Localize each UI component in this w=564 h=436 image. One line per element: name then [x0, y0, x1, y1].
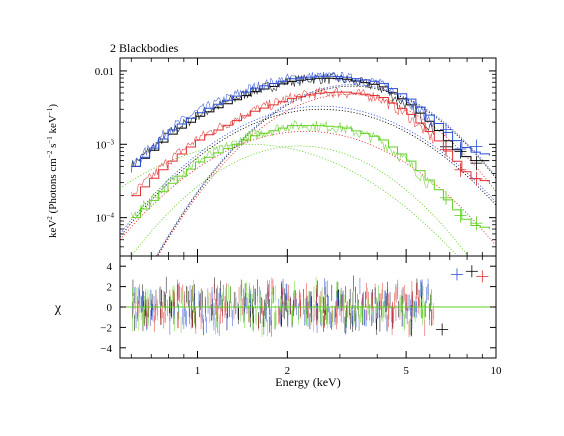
y-tick-mantissa: 10 [96, 213, 108, 225]
ylabel-part: (Photons cm [47, 158, 59, 217]
x-tick-label: 1 [195, 365, 201, 377]
spectrum-panel-frame [119, 57, 497, 257]
spectrum-plot-area [120, 71, 496, 256]
model-component-3 [157, 93, 496, 256]
spectrum-model-2 [131, 91, 490, 197]
y-tick-exponent: −4 [107, 212, 115, 220]
residual-plot-area [120, 265, 496, 338]
residual-series-group [120, 265, 496, 338]
y-tick-label: 10−3 [96, 138, 115, 151]
ylabel-part: 2 [46, 216, 54, 220]
spectrum-model-1 [131, 75, 490, 167]
x-axis-label: Energy (keV) [275, 375, 340, 389]
residual-y-tick-label: 0 [107, 302, 113, 314]
residual-y-tick-label: 2 [107, 282, 113, 294]
spectrum-data-2 [131, 86, 435, 198]
spectrum-y-axis-label: keV2 (Photons cm−2 s−1 keV−1) [46, 104, 59, 238]
residual-y-tick-label: 4 [107, 261, 113, 273]
residual-y-tick-label: −4 [100, 343, 112, 355]
x-tick-label: 10 [491, 365, 503, 377]
y-tick-label: 0.01 [95, 66, 114, 78]
ylabel-part: keV [47, 220, 59, 238]
spectrum-series-group [120, 71, 496, 256]
model-component-1 [130, 145, 469, 256]
residual-y-axis-label: χ [54, 301, 62, 316]
model-component-0 [120, 143, 458, 256]
chart-title: 2 Blackbodies [110, 41, 179, 55]
ylabel-part: keV [47, 115, 59, 136]
ylabel-part: −1 [46, 107, 54, 115]
ylabel-part: −1 [46, 136, 54, 144]
y-tick-exponent: −3 [107, 138, 115, 146]
ylabel-part: ) [47, 104, 59, 108]
spectrum-model-3 [131, 125, 490, 229]
model-component-2 [120, 131, 496, 246]
y-tick-label: 10−4 [96, 212, 115, 225]
ylabel-part: −2 [46, 150, 54, 158]
y-tick-mantissa: 10 [96, 139, 108, 151]
residual-y-tick-label: −2 [100, 322, 112, 334]
x-tick-label: 5 [403, 365, 409, 377]
model-component-7 [156, 85, 496, 256]
spectrum-data-3 [131, 120, 435, 218]
x-tick-label: 2 [285, 365, 291, 377]
residual-ticks: 1 2 5 10 4 2 0 −2 −4 [100, 58, 502, 377]
ylabel-part: s [47, 144, 59, 151]
y-tick-mantissa: 0.01 [95, 66, 114, 78]
